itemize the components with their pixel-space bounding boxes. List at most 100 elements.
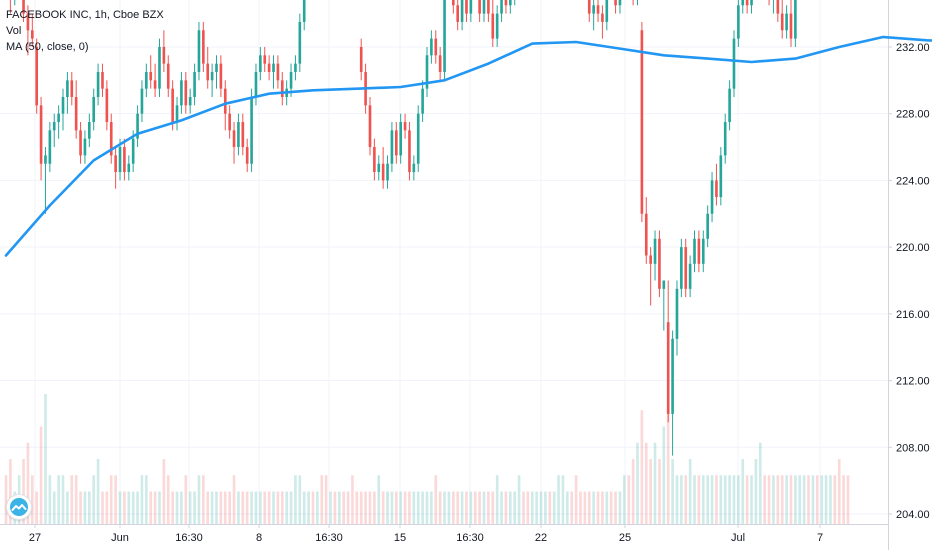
time-tick-label: 8: [256, 532, 262, 544]
candle-body: [618, 0, 622, 6]
candle-body: [96, 71, 100, 97]
candle-body: [241, 122, 245, 148]
volume-bar: [44, 394, 47, 524]
time-tick-label: Jun: [111, 532, 129, 544]
volume-bar: [259, 491, 262, 524]
volume-bar: [649, 459, 652, 524]
candle-body: [377, 163, 381, 173]
candle-body: [478, 0, 481, 14]
price-tick-label: 224.00: [896, 175, 930, 187]
volume-bar: [57, 475, 60, 524]
volume-bar: [210, 491, 214, 524]
candle-body: [223, 88, 227, 114]
volume-bar: [820, 475, 824, 524]
moving-average-series: [4, 35, 932, 257]
volume-bar: [311, 491, 315, 524]
symbol-title[interactable]: FACEBOOK INC, 1h, Cboe BZX: [6, 9, 164, 21]
candle-body: [408, 130, 411, 173]
candle-body: [259, 55, 262, 72]
volume-bar: [289, 491, 293, 524]
volume-bar: [443, 491, 446, 524]
price-tick-label: 204.00: [896, 509, 930, 521]
volume-bar: [52, 491, 56, 524]
candle-body: [710, 180, 714, 214]
price-tick-label: 228.00: [896, 109, 930, 121]
candle-body: [70, 80, 74, 97]
volume-bar: [158, 491, 161, 524]
candle-body: [386, 163, 389, 181]
volume-bar: [763, 475, 766, 524]
volume-bar: [83, 491, 87, 524]
candle-body: [500, 0, 503, 14]
candle-body: [416, 113, 420, 164]
candle-body: [188, 97, 192, 106]
candle-body: [197, 30, 201, 72]
volume-bar: [364, 491, 367, 524]
volume-bar: [272, 491, 275, 524]
volume-bar: [118, 491, 122, 524]
candle-body: [666, 322, 670, 414]
candle-body: [79, 130, 82, 156]
volume-bar: [307, 491, 310, 524]
volume-bar: [741, 459, 745, 524]
volume-bar: [811, 475, 815, 524]
tradingview-logo-icon[interactable]: [6, 494, 32, 520]
volume-bar: [671, 459, 674, 524]
candle-body: [30, 30, 34, 39]
candle-body: [719, 155, 723, 198]
volume-bar: [66, 491, 69, 524]
candle-body: [596, 5, 600, 14]
candle-body: [175, 105, 179, 123]
candle-body: [74, 97, 78, 131]
volume-bar: [465, 491, 468, 524]
candle-body: [210, 71, 214, 81]
candle-body: [26, 13, 30, 31]
time-tick-label: 15: [394, 532, 406, 544]
volume-bar: [688, 459, 692, 524]
candle-body: [425, 55, 429, 89]
candle-body: [728, 88, 731, 123]
price-tick-label: 216.00: [896, 309, 930, 321]
volume-bar: [9, 459, 12, 524]
candle-body: [776, 0, 780, 14]
candle-body: [359, 46, 363, 72]
candle-body: [737, 5, 740, 39]
ma-indicator-label[interactable]: MA (50, close, 0): [6, 41, 89, 53]
time-tick-label: 7: [817, 532, 823, 544]
candle-body: [114, 155, 117, 173]
volume-bar: [381, 491, 385, 524]
volume-bar: [601, 491, 604, 524]
volume-bar: [202, 475, 205, 524]
volume-bar: [658, 459, 661, 524]
volume-bar: [680, 475, 683, 524]
candle-body: [88, 122, 91, 139]
volume-bar: [48, 475, 52, 524]
volume-bar: [74, 475, 78, 524]
volume-bar: [776, 475, 780, 524]
volume-bar: [596, 491, 600, 524]
volume-bar: [302, 491, 306, 524]
volume-bar: [447, 491, 451, 524]
volume-bar: [798, 475, 802, 524]
volume-indicator-label[interactable]: Vol: [6, 25, 22, 37]
volume-bar: [623, 475, 626, 524]
candle-body: [22, 0, 25, 14]
candle-body: [219, 63, 223, 89]
candle-body: [61, 97, 65, 114]
time-tick-label: 25: [619, 532, 631, 544]
volume-bar: [434, 475, 438, 524]
volume-bar: [298, 475, 302, 524]
candle-body: [48, 130, 52, 164]
time-tick-label: 16:30: [315, 532, 343, 544]
volume-bar: [145, 475, 148, 524]
volume-bar: [114, 475, 117, 524]
volume-bar: [30, 475, 34, 524]
candle-body: [123, 147, 126, 173]
price-tick-label: 220.00: [896, 242, 930, 254]
candle-body: [399, 122, 403, 156]
volume-bar: [399, 491, 403, 524]
candle-body: [680, 247, 683, 289]
volume-bar: [636, 442, 639, 524]
candle-body: [465, 0, 468, 14]
